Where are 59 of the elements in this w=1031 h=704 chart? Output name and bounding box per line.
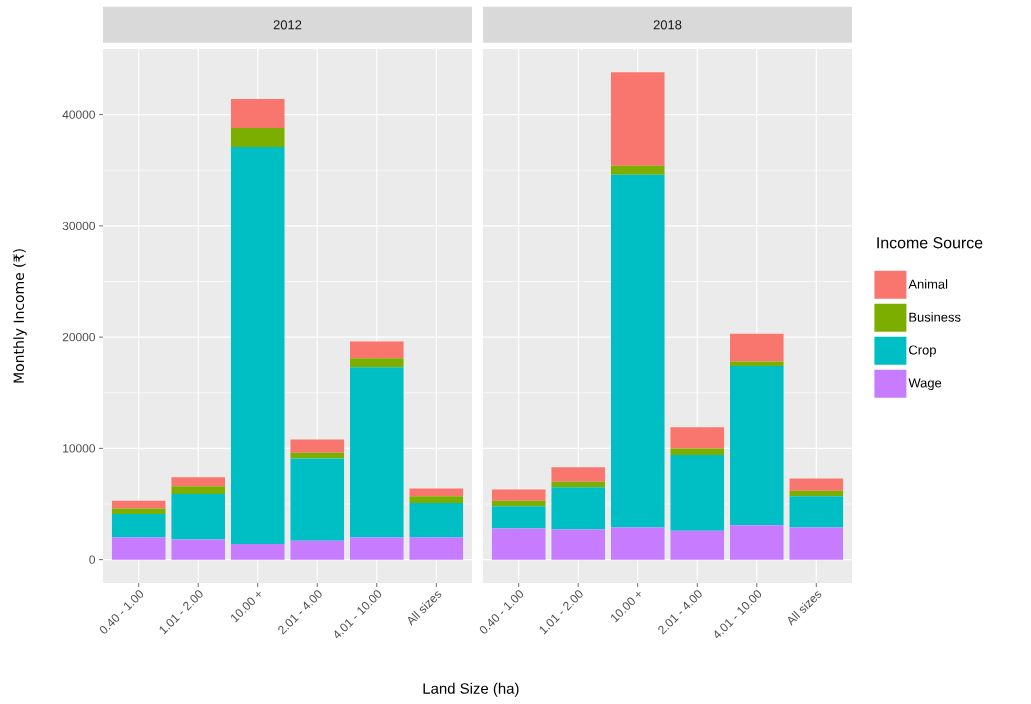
bar (551, 487, 606, 530)
legend-label: Crop (909, 345, 936, 358)
bar (171, 477, 226, 487)
bar (670, 427, 725, 449)
bar (670, 455, 725, 531)
y-tick-label: 0 (89, 555, 96, 564)
bar (789, 496, 844, 528)
legend-label: Business (909, 312, 961, 322)
legend-label: Animal (908, 279, 948, 289)
bar (610, 527, 665, 560)
bar (730, 333, 784, 362)
bar (409, 502, 464, 538)
bar (290, 540, 345, 560)
bar (230, 544, 285, 560)
y-axis-title: Monthly Income (₹) (13, 249, 27, 383)
bar (551, 467, 606, 482)
bar (610, 72, 665, 166)
bar (730, 525, 784, 560)
bar (730, 366, 784, 526)
bar (290, 452, 345, 459)
bar (171, 486, 226, 494)
bar (111, 514, 166, 538)
bar (491, 528, 546, 560)
bar (349, 341, 404, 359)
bar (670, 448, 725, 456)
chart-title: 2012 (273, 20, 302, 30)
bar (730, 361, 784, 367)
bar (789, 527, 844, 560)
bar (409, 496, 464, 503)
bar (290, 458, 345, 541)
bar (670, 530, 725, 560)
bar (610, 165, 665, 175)
bar (551, 529, 606, 560)
bar (610, 174, 665, 528)
bar (349, 537, 404, 560)
bar (551, 481, 606, 488)
bar (171, 494, 226, 540)
bar (349, 367, 404, 538)
legend-title: Income Source (877, 237, 983, 249)
y-tick-label: 30000 (62, 221, 96, 231)
bar (111, 537, 166, 560)
bar (409, 488, 464, 497)
x-axis-title: Land Size (ha) (423, 682, 519, 697)
legend-label: Wage (908, 378, 942, 391)
y-tick-label: 40000 (62, 110, 96, 119)
bar (349, 358, 404, 368)
bar (491, 489, 546, 501)
bar (230, 99, 285, 128)
bar (789, 478, 844, 491)
bar (230, 127, 285, 147)
bar (230, 146, 285, 545)
bar (409, 537, 464, 560)
bar (491, 506, 546, 529)
y-tick-label: 20000 (62, 332, 96, 342)
bar (290, 439, 345, 453)
bar (171, 539, 226, 560)
chart-title: 2018 (653, 20, 682, 30)
y-tick-label: 10000 (63, 444, 96, 453)
bar (111, 508, 166, 515)
